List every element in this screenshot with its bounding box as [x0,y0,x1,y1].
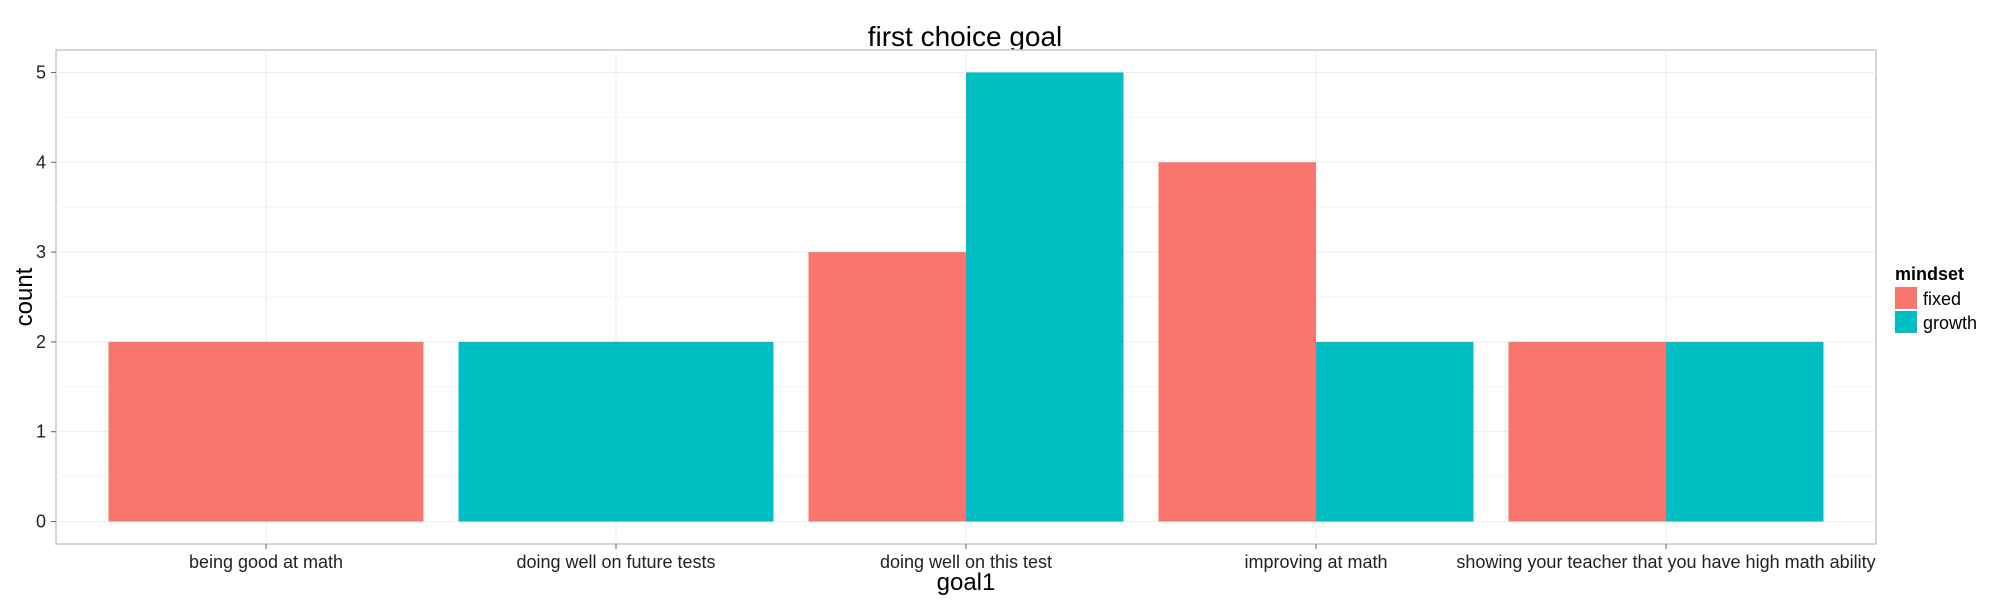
x-tick-label: showing your teacher that you have high … [1456,552,1875,572]
bar-fixed [1508,341,1666,522]
legend-title: mindset [1895,264,1964,284]
x-tick-label: improving at math [1244,552,1387,572]
y-axis-title: count [11,267,38,326]
bar-growth [458,341,774,522]
bar-fixed [108,341,424,522]
legend-label-fixed: fixed [1923,289,1961,309]
x-tick-label: doing well on this test [880,552,1052,572]
bar-fixed [808,252,966,522]
bar-growth [1316,341,1474,522]
x-axis-ticks: being good at math doing well on future t… [189,544,1876,572]
x-tick-label: doing well on future tests [516,552,715,572]
x-tick-label: being good at math [189,552,343,572]
y-tick-label: 5 [36,62,46,82]
chart-title: first choice goal [868,21,1063,52]
x-axis-title: goal1 [937,569,996,596]
y-tick-label: 4 [36,152,46,172]
y-axis-ticks: 0 1 2 3 4 5 [36,62,56,532]
legend: mindset fixed growth [1895,264,1977,333]
legend-label-growth: growth [1923,313,1977,333]
legend-swatch-fixed [1895,287,1917,309]
bar-fixed [1158,162,1316,522]
bars [108,72,1824,522]
y-tick-label: 3 [36,242,46,262]
legend-swatch-growth [1895,311,1917,333]
y-tick-label: 1 [36,422,46,442]
bar-growth [1666,341,1824,522]
y-tick-label: 0 [36,512,46,532]
bar-growth [966,72,1124,522]
y-tick-label: 2 [36,332,46,352]
